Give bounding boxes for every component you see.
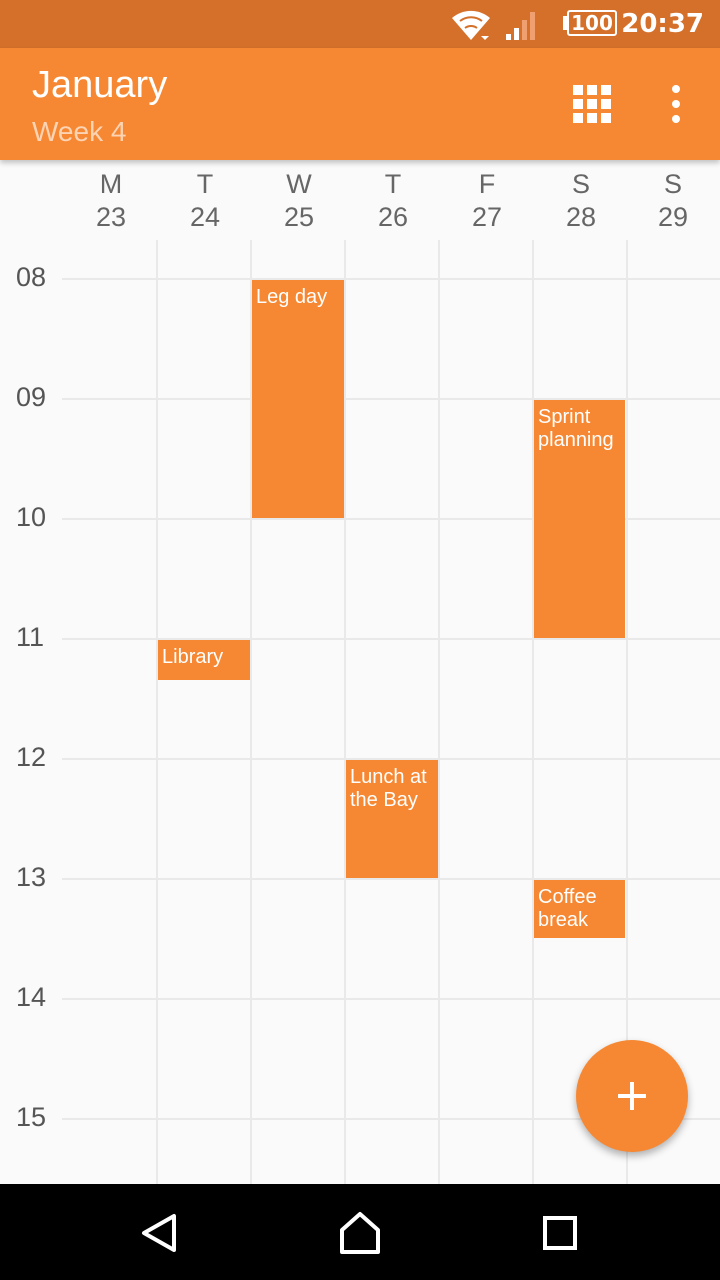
day-date: 26	[346, 201, 440, 234]
add-event-button[interactable]	[576, 1040, 688, 1152]
more-vert-icon	[648, 76, 704, 132]
home-button[interactable]	[335, 1208, 385, 1258]
status-bar: 100 20:37	[0, 0, 720, 48]
day-date: 24	[158, 201, 252, 234]
day-column-header[interactable]: T 24	[158, 168, 252, 234]
app-bar: January Week 4	[0, 48, 720, 160]
grid-view-icon	[564, 76, 620, 132]
day-letter: S	[626, 168, 720, 201]
day-column-header[interactable]: M 23	[64, 168, 158, 234]
day-letter: F	[440, 168, 534, 201]
day-date: 25	[252, 201, 346, 234]
column-divider	[344, 240, 346, 1184]
hour-label: 12	[16, 742, 46, 773]
status-time: 20:37	[621, 0, 704, 48]
more-options-button[interactable]	[648, 76, 704, 132]
day-letter: T	[158, 168, 252, 201]
battery-level: 100	[566, 10, 618, 36]
wifi-icon	[450, 8, 492, 42]
day-date: 27	[440, 201, 534, 234]
grid-view-button[interactable]	[564, 76, 620, 132]
hour-label: 10	[16, 502, 46, 533]
day-letter: T	[346, 168, 440, 201]
day-date: 23	[64, 201, 158, 234]
recents-icon	[535, 1208, 585, 1258]
cell-signal-icon	[504, 8, 538, 42]
month-title: January	[32, 64, 167, 107]
hour-label: 13	[16, 862, 46, 893]
event-sprint-planning[interactable]: Sprint planning	[534, 400, 625, 638]
day-letter: W	[252, 168, 346, 201]
day-letter: S	[534, 168, 628, 201]
event-lunch-at-the-bay[interactable]: Lunch at the Bay	[346, 760, 438, 878]
event-coffee-break[interactable]: Coffee break	[534, 880, 625, 938]
week-subtitle: Week 4	[32, 116, 126, 148]
event-leg-day[interactable]: Leg day	[252, 280, 344, 518]
event-library[interactable]: Library	[158, 640, 250, 680]
hour-label: 11	[16, 622, 44, 653]
day-column-header[interactable]: F 27	[440, 168, 534, 234]
day-column-header[interactable]: T 26	[346, 168, 440, 234]
day-column-header[interactable]: S 28	[534, 168, 628, 234]
navigation-bar	[0, 1184, 720, 1280]
home-icon	[335, 1208, 385, 1258]
day-date: 28	[534, 201, 628, 234]
hour-label: 08	[16, 262, 46, 293]
day-header: M 23 T 24 W 25 T 26 F 27 S 28 S 29	[0, 160, 720, 240]
day-column-header[interactable]: W 25	[252, 168, 346, 234]
hour-label: 15	[16, 1102, 46, 1133]
back-button[interactable]	[134, 1208, 184, 1258]
day-letter: M	[64, 168, 158, 201]
column-divider	[532, 240, 534, 1184]
hour-label: 09	[16, 382, 46, 413]
back-icon	[134, 1208, 184, 1258]
hour-label: 14	[16, 982, 46, 1013]
column-divider	[156, 240, 158, 1184]
add-icon	[576, 1040, 688, 1152]
hour-divider	[62, 278, 720, 280]
recents-button[interactable]	[535, 1208, 585, 1258]
day-date: 29	[626, 201, 720, 234]
day-column-header[interactable]: S 29	[626, 168, 720, 234]
column-divider	[438, 240, 440, 1184]
hour-divider	[62, 998, 720, 1000]
